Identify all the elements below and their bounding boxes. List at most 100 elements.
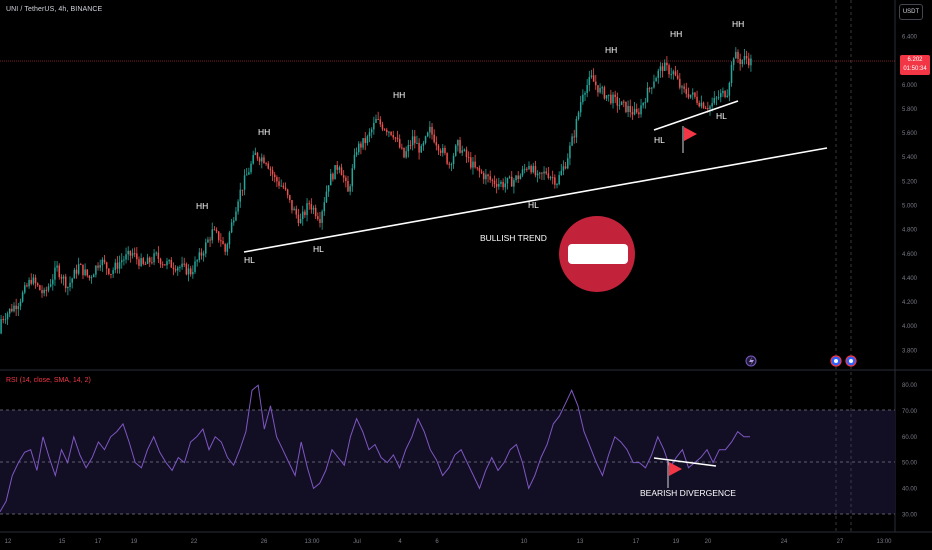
candle-body bbox=[215, 229, 218, 232]
candle-body bbox=[444, 148, 446, 154]
rsi-tick-label: 60.00 bbox=[902, 435, 918, 441]
candle-body bbox=[691, 92, 694, 95]
time-tick-label: 6 bbox=[435, 539, 439, 545]
candle-body bbox=[0, 319, 2, 334]
candle-body bbox=[226, 244, 229, 252]
price-tick-label: 4.600 bbox=[902, 252, 918, 258]
candle-body bbox=[19, 301, 22, 307]
symbol-header[interactable]: UNI / TetherUS, 4h, BINANCE bbox=[6, 6, 103, 13]
candle-body bbox=[355, 152, 358, 155]
hh-label: HH bbox=[393, 90, 405, 100]
candle-body bbox=[575, 118, 578, 138]
higher-low-line[interactable] bbox=[653, 100, 739, 131]
candle-body bbox=[15, 305, 17, 310]
countdown-value: 01:50:34 bbox=[903, 66, 927, 72]
rsi-tick-label: 40.00 bbox=[902, 486, 918, 492]
candle-body bbox=[263, 157, 265, 164]
candle-body bbox=[2, 319, 4, 321]
candle-body bbox=[588, 77, 591, 86]
candle-body bbox=[676, 75, 679, 79]
candle-body bbox=[110, 273, 112, 275]
candle-body bbox=[474, 161, 476, 168]
candle-body bbox=[728, 82, 731, 96]
hh-label: HH bbox=[258, 127, 270, 137]
candle-body bbox=[192, 271, 194, 275]
hh-label: HH bbox=[605, 45, 617, 55]
time-axis-ticks: 12 15 17 19 22 26 13:00 Jul 4 6 10 13 17 19 20 24 27 13:0… bbox=[5, 539, 893, 545]
lightning-icon[interactable] bbox=[745, 355, 757, 367]
candle-body bbox=[422, 142, 425, 146]
candle-body bbox=[726, 95, 728, 97]
candle-body bbox=[351, 168, 354, 187]
candle-body bbox=[364, 138, 366, 144]
candle-body bbox=[618, 104, 621, 106]
candle-body bbox=[112, 270, 114, 275]
candle-body bbox=[211, 229, 213, 241]
candle-body bbox=[325, 191, 328, 203]
candle-body bbox=[265, 163, 267, 165]
candle-body bbox=[487, 174, 489, 177]
candle-body bbox=[722, 90, 724, 94]
candle-body bbox=[118, 262, 121, 269]
candle-body bbox=[153, 253, 155, 263]
candle-body bbox=[661, 66, 664, 71]
candle-body bbox=[551, 177, 554, 179]
candle-body bbox=[510, 176, 513, 187]
candle-body bbox=[582, 94, 584, 103]
bearish-divergence-label: BEARISH DIVERGENCE bbox=[640, 488, 736, 498]
event-icon[interactable] bbox=[845, 355, 857, 367]
currency-button[interactable]: USDT bbox=[899, 4, 923, 20]
candle-body bbox=[338, 167, 341, 170]
candle-body bbox=[627, 105, 629, 113]
candle-body bbox=[241, 189, 244, 191]
candle-body bbox=[623, 101, 625, 103]
time-tick-label: 17 bbox=[633, 539, 640, 545]
candle-body bbox=[301, 211, 304, 219]
bullish-trendline[interactable] bbox=[243, 147, 828, 253]
candle-body bbox=[58, 265, 61, 278]
candle-body bbox=[228, 232, 231, 245]
rsi-tick-label: 50.00 bbox=[902, 461, 918, 467]
candle-body bbox=[289, 195, 291, 200]
candle-body bbox=[144, 263, 147, 265]
candle-body bbox=[194, 261, 196, 272]
time-tick-label: 13 bbox=[577, 539, 584, 545]
candle-body bbox=[54, 267, 56, 280]
hl-label: HL bbox=[244, 255, 255, 265]
candle-body bbox=[138, 259, 140, 266]
price-tick-label: 5.000 bbox=[902, 203, 918, 209]
candle-body bbox=[502, 181, 504, 188]
candle-body bbox=[610, 94, 612, 104]
price-badge: 6.202 01:50:34 bbox=[900, 55, 930, 75]
candle-body bbox=[140, 258, 142, 266]
candle-body bbox=[666, 62, 668, 66]
candle-body bbox=[366, 136, 369, 144]
candle-body bbox=[431, 126, 433, 135]
candle-body bbox=[429, 126, 431, 133]
rsi-header[interactable]: RSI (14, close, SMA, 14, 2) bbox=[6, 377, 91, 384]
candle-body bbox=[554, 177, 556, 185]
candle-body bbox=[304, 211, 306, 216]
candle-body bbox=[177, 267, 179, 271]
candle-body bbox=[394, 137, 397, 139]
candle-body bbox=[420, 145, 423, 153]
candle-body bbox=[222, 240, 224, 245]
candle-body bbox=[653, 81, 655, 88]
candle-body bbox=[398, 139, 401, 148]
candle-body bbox=[276, 177, 278, 182]
rsi-divergence-line[interactable] bbox=[653, 457, 717, 467]
candle-body bbox=[732, 58, 735, 65]
candle-body bbox=[424, 136, 427, 143]
candle-body bbox=[700, 102, 703, 107]
candle-body bbox=[392, 135, 394, 138]
candle-body bbox=[450, 164, 453, 166]
candle-body bbox=[523, 168, 526, 170]
candle-body bbox=[256, 152, 259, 159]
candle-body bbox=[62, 276, 65, 279]
candle-body bbox=[317, 216, 319, 220]
candle-body bbox=[454, 145, 457, 156]
event-icon[interactable] bbox=[830, 355, 842, 367]
candle-body bbox=[659, 66, 662, 71]
candle-body bbox=[414, 136, 416, 144]
